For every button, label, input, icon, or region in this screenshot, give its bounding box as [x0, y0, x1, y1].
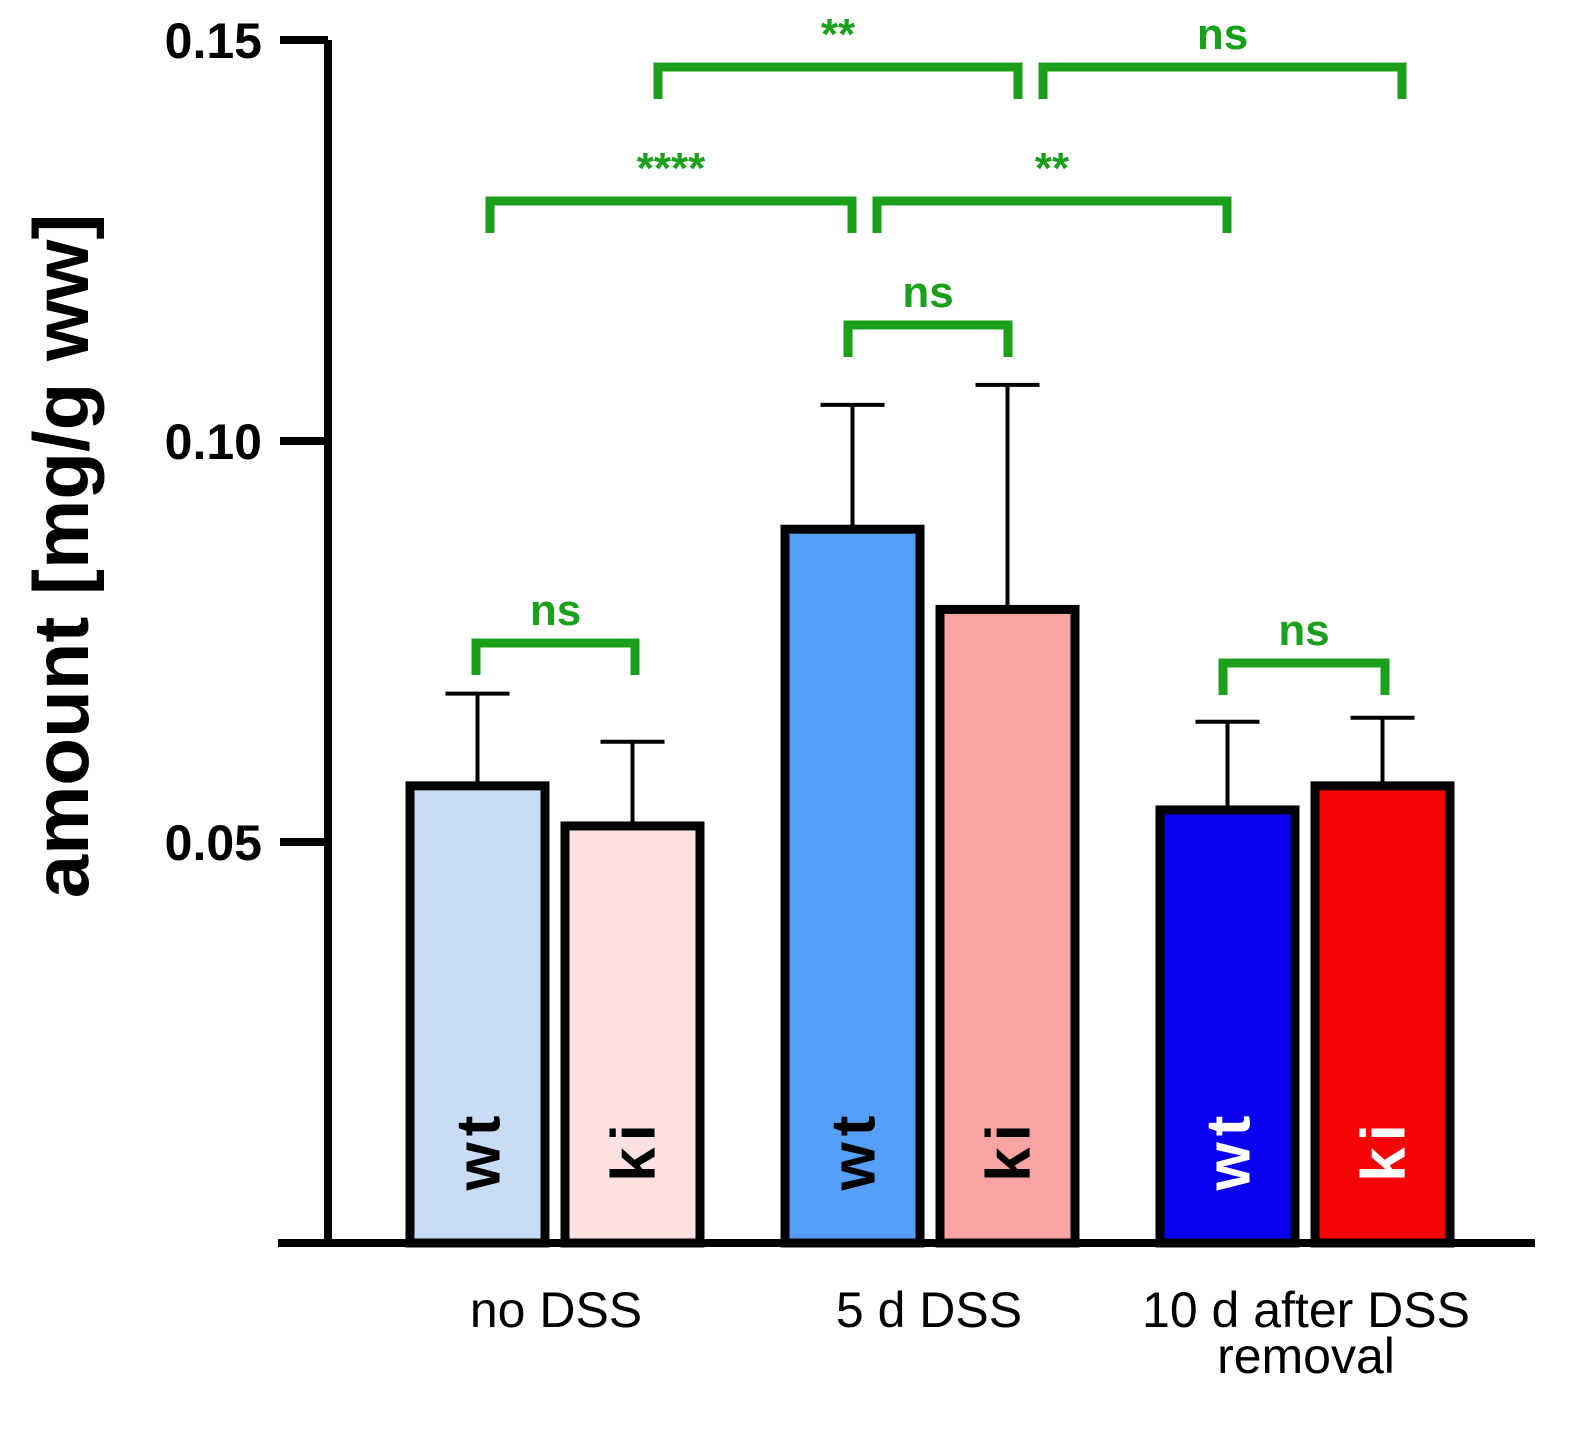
- significance-bracket: [471, 638, 640, 675]
- y-tick-label: 0.05: [165, 815, 262, 871]
- bar-label: wt: [1195, 1110, 1264, 1192]
- bar-label: ki: [600, 1118, 669, 1182]
- significance-bracket: [843, 320, 1013, 357]
- bar-label: ki: [1350, 1118, 1419, 1182]
- x-category-label: no DSS: [470, 1282, 642, 1338]
- x-category-label: 5 d DSS: [836, 1282, 1022, 1338]
- y-tick-label: 0.10: [165, 414, 262, 470]
- significance-bracket: [485, 196, 857, 233]
- significance-bracket: [1038, 62, 1407, 99]
- significance-bracket: [872, 196, 1232, 233]
- significance-bracket: [1218, 658, 1390, 695]
- significance-label: ns: [1278, 606, 1329, 655]
- y-axis-label: amount [mg/g ww]: [17, 214, 105, 899]
- significance-label: ****: [637, 144, 706, 193]
- x-category-label: 10 d after DSS: [1142, 1282, 1470, 1338]
- significance-bracket: [653, 62, 1023, 99]
- significance-label: **: [821, 10, 856, 59]
- bar-label: wt: [820, 1110, 889, 1192]
- significance-label: ns: [902, 268, 953, 317]
- bar-wt-0: [405, 781, 550, 1248]
- significance-label: ns: [1197, 10, 1248, 59]
- bar-ki-1: [560, 821, 705, 1248]
- bar-label: ki: [975, 1118, 1044, 1182]
- x-category-label: removal: [1217, 1328, 1395, 1384]
- significance-label: **: [1035, 144, 1070, 193]
- significance-label: ns: [530, 586, 581, 635]
- bar-label: wt: [445, 1110, 514, 1192]
- y-tick-label: 0.15: [165, 13, 262, 69]
